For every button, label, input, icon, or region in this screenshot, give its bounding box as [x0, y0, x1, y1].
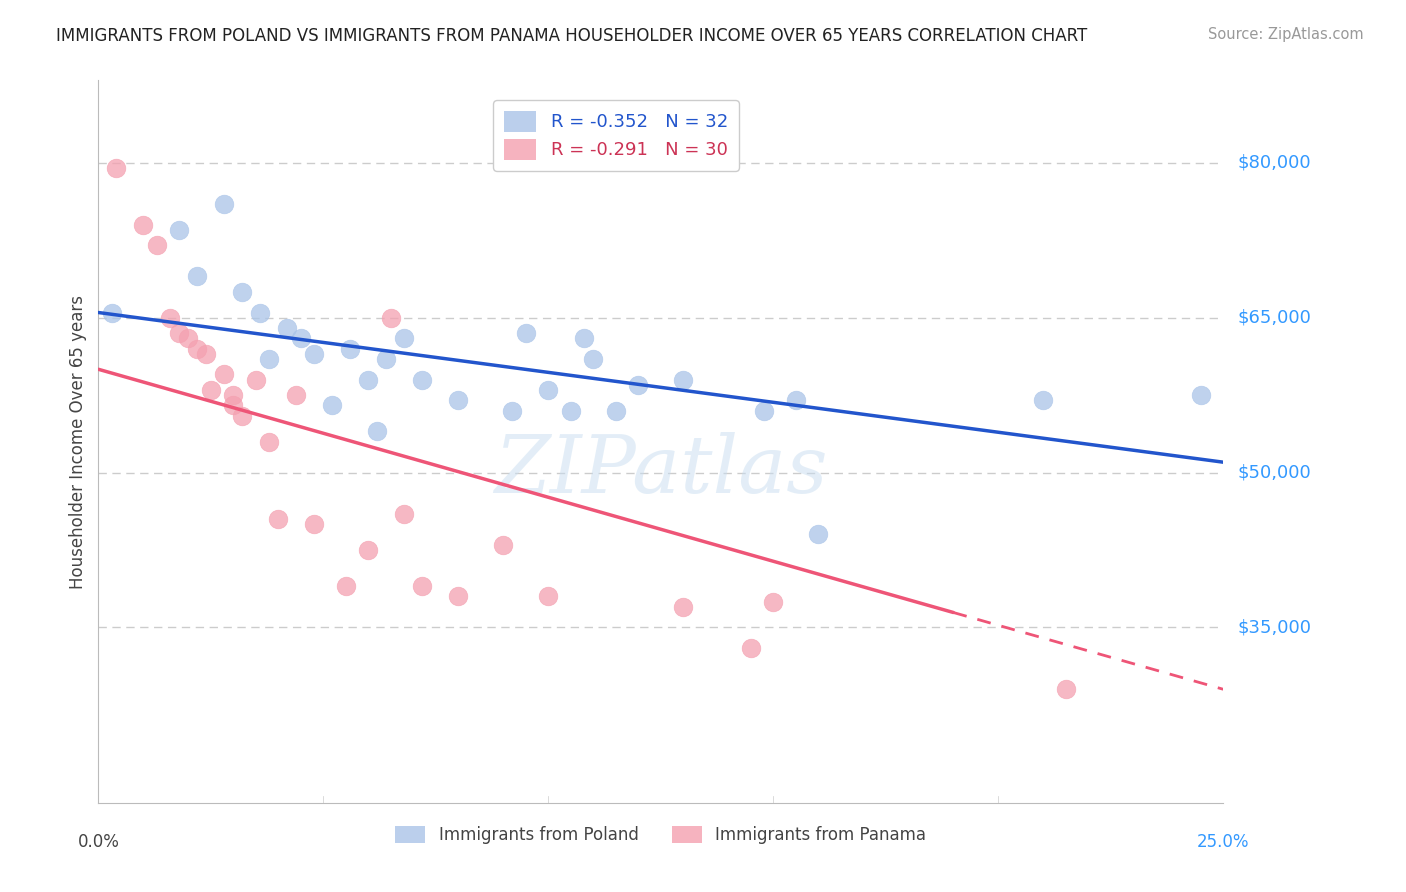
Point	[259, 351, 281, 366]
Point	[366, 424, 388, 438]
Point	[245, 373, 267, 387]
Point	[321, 398, 343, 412]
Text: $35,000: $35,000	[1237, 618, 1312, 636]
Point	[380, 310, 402, 325]
Point	[101, 305, 124, 319]
Point	[627, 377, 650, 392]
Point	[132, 218, 155, 232]
Text: IMMIGRANTS FROM POLAND VS IMMIGRANTS FROM PANAMA HOUSEHOLDER INCOME OVER 65 YEAR: IMMIGRANTS FROM POLAND VS IMMIGRANTS FRO…	[56, 27, 1087, 45]
Point	[411, 373, 433, 387]
Point	[195, 347, 218, 361]
Point	[492, 538, 515, 552]
Y-axis label: Householder Income Over 65 years: Householder Income Over 65 years	[69, 294, 87, 589]
Point	[222, 398, 245, 412]
Text: 25.0%: 25.0%	[1197, 833, 1250, 851]
Point	[785, 393, 807, 408]
Point	[222, 388, 245, 402]
Point	[214, 197, 236, 211]
Point	[375, 351, 398, 366]
Point	[186, 342, 208, 356]
Text: ZIPatlas: ZIPatlas	[494, 432, 828, 509]
Point	[177, 331, 200, 345]
Text: $65,000: $65,000	[1237, 309, 1310, 326]
Point	[447, 393, 470, 408]
Point	[186, 269, 208, 284]
Point	[501, 403, 523, 417]
Text: 0.0%: 0.0%	[77, 833, 120, 851]
Point	[762, 594, 785, 608]
Point	[231, 409, 253, 423]
Point	[214, 368, 236, 382]
Point	[537, 383, 560, 397]
Point	[276, 321, 298, 335]
Point	[146, 238, 169, 252]
Point	[754, 403, 776, 417]
Point	[1032, 393, 1054, 408]
Text: Source: ZipAtlas.com: Source: ZipAtlas.com	[1208, 27, 1364, 42]
Point	[357, 542, 380, 557]
Point	[574, 331, 596, 345]
Text: $50,000: $50,000	[1237, 464, 1310, 482]
Point	[1054, 682, 1077, 697]
Text: $80,000: $80,000	[1237, 153, 1310, 172]
Point	[537, 590, 560, 604]
Point	[605, 403, 627, 417]
Point	[672, 373, 695, 387]
Point	[105, 161, 128, 175]
Point	[335, 579, 357, 593]
Point	[285, 388, 308, 402]
Point	[447, 590, 470, 604]
Point	[582, 351, 605, 366]
Point	[304, 517, 326, 532]
Point	[1189, 388, 1212, 402]
Point	[267, 512, 290, 526]
Legend: Immigrants from Poland, Immigrants from Panama: Immigrants from Poland, Immigrants from …	[387, 817, 935, 852]
Point	[560, 403, 582, 417]
Point	[290, 331, 312, 345]
Point	[357, 373, 380, 387]
Point	[807, 527, 830, 541]
Point	[740, 640, 762, 655]
Point	[515, 326, 537, 341]
Point	[411, 579, 433, 593]
Point	[339, 342, 361, 356]
Point	[259, 434, 281, 449]
Point	[394, 507, 416, 521]
Point	[169, 326, 191, 341]
Point	[249, 305, 271, 319]
Point	[231, 285, 253, 299]
Point	[200, 383, 222, 397]
Point	[394, 331, 416, 345]
Point	[304, 347, 326, 361]
Point	[159, 310, 181, 325]
Point	[672, 599, 695, 614]
Point	[169, 223, 191, 237]
